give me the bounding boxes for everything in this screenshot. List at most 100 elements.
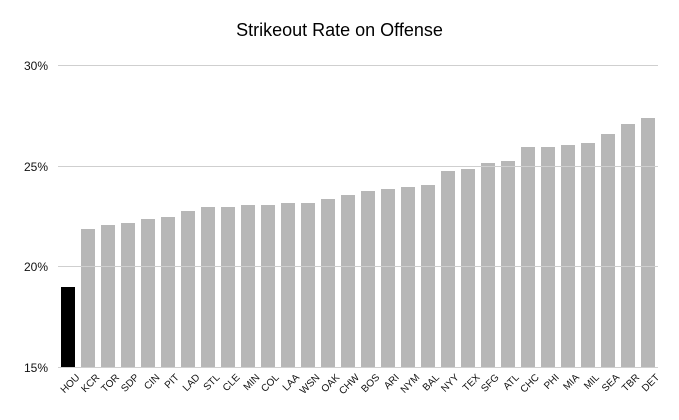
- x-tick-label: LAD: [180, 372, 203, 394]
- x-tick-label: DET: [640, 372, 663, 395]
- bar-det: [641, 118, 655, 368]
- bar-lad: [181, 210, 195, 368]
- bar-nyy: [441, 170, 455, 368]
- bar-slot: LAA: [278, 66, 302, 393]
- bar-slot: TBR: [618, 66, 642, 394]
- bar-slot: BAL: [418, 66, 442, 393]
- bar-hou: [61, 287, 75, 368]
- bar-tbr: [621, 124, 635, 368]
- bar-min: [241, 204, 255, 368]
- bar-slot: SEA: [598, 66, 622, 394]
- bar-slot: CHC: [518, 66, 542, 395]
- x-tick-label: BAL: [420, 372, 443, 394]
- bar-cle: [221, 206, 235, 368]
- gridline: [58, 165, 658, 167]
- y-tick-label: 15%: [23, 361, 48, 375]
- plot-area: HOU KCR TOR SDP CIN PIT LAD STL CLE MIN COL LAA WSN O…: [58, 65, 662, 397]
- gridline: [58, 266, 658, 268]
- y-tick-label: 30%: [23, 59, 48, 73]
- x-tick-label: STL: [201, 372, 223, 394]
- bar-slot: LAD: [178, 66, 202, 394]
- bar-mia: [561, 144, 575, 368]
- x-tick-label: PHI: [542, 372, 563, 392]
- bar-chw: [341, 194, 355, 368]
- bar-slot: TOR: [98, 66, 122, 395]
- bar-slot: STL: [198, 66, 222, 393]
- bar-slot: PHI: [538, 66, 562, 392]
- bar-laa: [281, 202, 295, 368]
- bar-bal: [421, 184, 435, 368]
- bar-slot: MIA: [558, 66, 582, 393]
- bar-phi: [541, 146, 555, 368]
- x-tick-label: HOU: [58, 372, 83, 396]
- x-tick-label: TBR: [620, 372, 643, 395]
- x-tick-label: NYM: [398, 372, 423, 396]
- bar-mil: [581, 142, 595, 368]
- y-tick-label: 25%: [23, 159, 48, 174]
- gridline: [58, 367, 658, 368]
- bar-slot: OAK: [318, 66, 342, 395]
- bar-slot: MIN: [238, 66, 262, 393]
- bar-sea: [601, 134, 615, 368]
- bar-pit: [161, 217, 175, 368]
- bar-col: [261, 204, 275, 368]
- x-tick-label: MIA: [561, 372, 583, 393]
- x-tick-label: MIN: [241, 372, 263, 394]
- bar-ari: [381, 188, 395, 368]
- x-tick-label: COL: [259, 372, 283, 395]
- bar-slot: MIL: [578, 66, 602, 392]
- bar-stl: [201, 206, 215, 368]
- x-tick-label: TOR: [99, 372, 123, 395]
- bar-slot: SFG: [478, 66, 502, 395]
- bar-slot: COL: [258, 66, 282, 395]
- bar-slot: CLE: [218, 66, 242, 394]
- bar-nym: [401, 186, 415, 368]
- x-tick-label: SEA: [600, 372, 623, 395]
- x-tick-label: TEX: [460, 372, 483, 394]
- bar-slot: ARI: [378, 66, 402, 392]
- bar-sdp: [121, 223, 135, 368]
- x-tick-label: WSN: [297, 372, 323, 397]
- bar-slot: NYY: [438, 66, 462, 395]
- bar-tex: [461, 168, 475, 368]
- bar-slot: BOS: [358, 66, 382, 395]
- bar-chc: [521, 146, 535, 368]
- bar-slot: SDP: [118, 66, 142, 395]
- bar-slot: PIT: [158, 66, 182, 391]
- x-tick-label: SFG: [479, 372, 503, 395]
- bar-oak: [321, 198, 335, 368]
- x-tick-label: CLE: [220, 372, 243, 394]
- bar-sfg: [481, 162, 495, 368]
- x-tick-label: SDP: [119, 372, 143, 395]
- bar-slot: DET: [638, 66, 662, 394]
- x-tick-label: PIT: [163, 372, 183, 392]
- bar-tor: [101, 225, 115, 368]
- bar-slot: KCR: [78, 66, 102, 395]
- y-axis-labels: 15% 20% 25% 30%: [0, 59, 48, 375]
- bar-slot: ATL: [498, 66, 522, 393]
- bar-slot: WSN: [298, 66, 322, 397]
- x-tick-label: NYY: [439, 372, 463, 395]
- chart-title: Strikeout Rate on Offense: [236, 20, 443, 40]
- bar-cin: [141, 219, 155, 368]
- x-tick-label: ATL: [501, 372, 523, 393]
- bar-slot: HOU: [58, 66, 82, 396]
- x-tick-label: CHW: [337, 372, 363, 397]
- x-tick-label: OAK: [319, 372, 343, 396]
- x-tick-label: BOS: [359, 372, 383, 396]
- x-tick-label: CIN: [142, 372, 163, 393]
- bars-group: HOU KCR TOR SDP CIN PIT LAD STL CLE MIN COL LAA WSN O…: [58, 66, 662, 397]
- x-tick-label: CHC: [518, 372, 543, 396]
- bar-atl: [501, 160, 515, 368]
- bar-wsn: [301, 202, 315, 368]
- bar-slot: CHW: [337, 66, 362, 397]
- bar-slot: NYM: [398, 66, 422, 396]
- bar-bos: [361, 190, 375, 368]
- bar-slot: TEX: [458, 66, 482, 394]
- bar-slot: CIN: [138, 66, 162, 392]
- x-tick-label: MIL: [582, 372, 603, 392]
- x-tick-label: KCR: [79, 372, 103, 396]
- gridline: [58, 65, 658, 66]
- y-tick-label: 20%: [23, 260, 48, 275]
